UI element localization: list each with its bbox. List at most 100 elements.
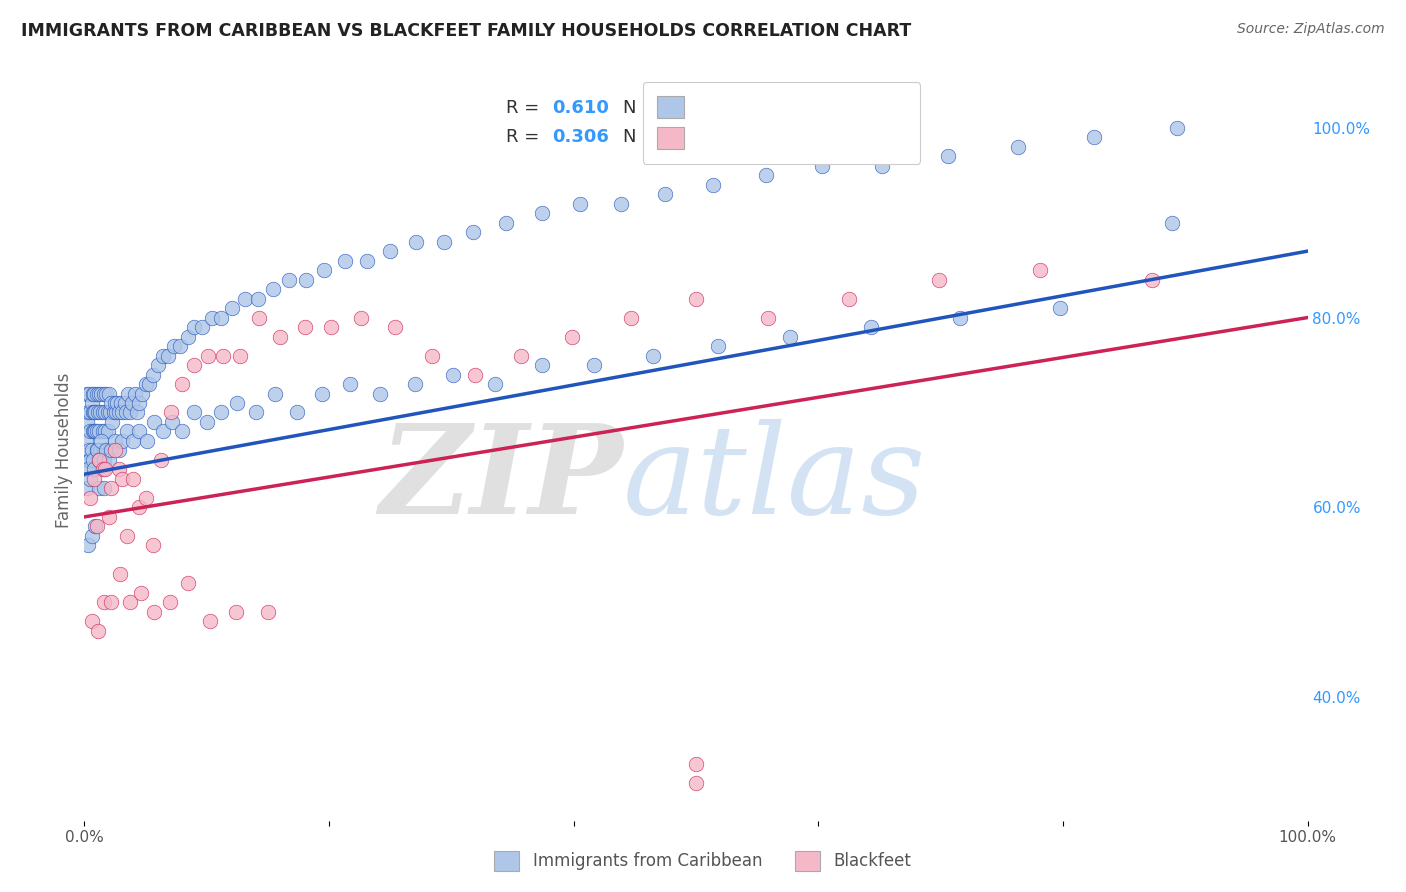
Point	[277, 272, 299, 286]
Point	[87, 482, 110, 496]
Point	[91, 425, 114, 439]
Text: 0.306: 0.306	[551, 128, 609, 146]
Point	[87, 453, 110, 467]
Point	[339, 377, 361, 392]
Point	[75, 434, 97, 448]
Point	[285, 405, 308, 419]
Point	[97, 509, 120, 524]
Point	[128, 500, 150, 515]
Point	[80, 615, 103, 629]
Point	[228, 349, 250, 363]
Point	[115, 529, 138, 543]
Point	[928, 272, 950, 286]
Point	[350, 310, 373, 325]
Point	[1142, 272, 1164, 286]
Point	[111, 434, 134, 448]
Point	[110, 396, 132, 410]
Point	[484, 377, 506, 392]
Point	[463, 225, 485, 239]
Point	[82, 425, 104, 439]
Point	[152, 425, 174, 439]
Point	[169, 339, 191, 353]
Point	[1083, 130, 1105, 145]
Point	[86, 425, 108, 439]
Text: 55: 55	[662, 128, 693, 146]
Point	[257, 605, 280, 619]
Point	[838, 292, 860, 306]
Point	[82, 405, 104, 419]
Point	[105, 396, 128, 410]
Point	[162, 415, 184, 429]
Point	[150, 453, 173, 467]
Point	[143, 605, 166, 619]
Point	[93, 595, 115, 609]
Point	[311, 386, 333, 401]
Point	[96, 386, 118, 401]
Point	[333, 253, 356, 268]
Point	[156, 349, 179, 363]
Point	[79, 405, 101, 419]
Point	[77, 405, 100, 419]
Point	[97, 405, 120, 419]
Point	[89, 405, 111, 419]
Text: 0.610: 0.610	[551, 99, 609, 117]
Point	[104, 434, 127, 448]
Point	[86, 519, 108, 533]
Point	[583, 358, 606, 372]
Point	[441, 368, 464, 382]
Point	[96, 443, 118, 458]
Point	[756, 310, 779, 325]
Point	[83, 462, 105, 476]
Point	[370, 386, 392, 401]
Point	[97, 453, 120, 467]
Point	[86, 386, 108, 401]
Point	[111, 472, 134, 486]
Point	[80, 529, 103, 543]
Point	[247, 310, 270, 325]
Point	[84, 425, 107, 439]
Point	[811, 159, 834, 173]
Text: R =: R =	[506, 128, 546, 146]
Point	[135, 491, 157, 505]
Point	[195, 415, 218, 429]
Text: N =: N =	[623, 99, 662, 117]
Point	[76, 386, 98, 401]
Text: N =: N =	[623, 128, 662, 146]
Point	[89, 443, 111, 458]
Point	[380, 244, 402, 259]
Point	[464, 368, 486, 382]
Point	[159, 595, 181, 609]
Point	[91, 405, 114, 419]
Point	[269, 329, 291, 343]
Point	[104, 443, 127, 458]
Point	[79, 472, 101, 486]
Text: Source: ZipAtlas.com: Source: ZipAtlas.com	[1237, 22, 1385, 37]
Point	[160, 405, 183, 419]
Point	[115, 405, 138, 419]
Point	[76, 415, 98, 429]
Point	[121, 396, 143, 410]
Point	[96, 443, 118, 458]
Point	[93, 443, 115, 458]
Point	[103, 405, 125, 419]
Point	[77, 453, 100, 467]
Point	[87, 405, 110, 419]
Point	[685, 756, 707, 771]
Point	[86, 443, 108, 458]
Text: ZIP: ZIP	[378, 419, 623, 541]
Point	[142, 538, 165, 552]
Point	[100, 595, 122, 609]
Point	[104, 396, 127, 410]
Text: 148: 148	[662, 99, 699, 117]
Point	[122, 434, 145, 448]
Point	[245, 405, 267, 419]
Y-axis label: Family Households: Family Households	[55, 373, 73, 528]
Point	[702, 178, 724, 192]
Point	[80, 396, 103, 410]
Point	[233, 292, 256, 306]
Point	[384, 320, 406, 334]
Point	[870, 159, 893, 173]
Point	[172, 425, 194, 439]
Point	[405, 235, 427, 249]
Point	[321, 320, 343, 334]
